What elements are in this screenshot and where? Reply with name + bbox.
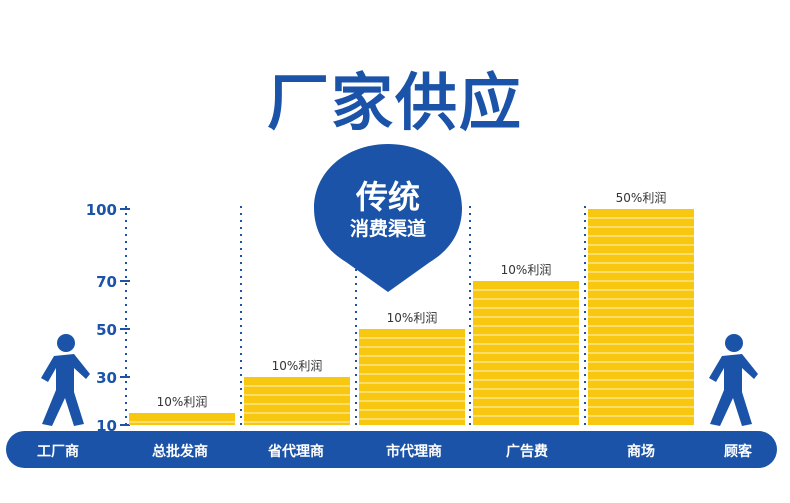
bar-data-label: 10%利润 (272, 359, 323, 373)
band-label: 顾客 (724, 443, 753, 460)
page-title: 厂家供应 (266, 66, 523, 139)
band-label: 市代理商 (386, 443, 442, 460)
bar-data-label: 10%利润 (157, 395, 208, 409)
arrow-label-line2: 消费渠道 (349, 218, 426, 240)
bottom-band (6, 431, 777, 468)
y-tick-label: 30 (96, 369, 117, 387)
bar (129, 413, 235, 425)
bar-data-label: 10%利润 (501, 263, 552, 277)
bar (244, 377, 350, 425)
band-label: 工厂商 (37, 443, 79, 460)
y-tick-label: 70 (96, 273, 117, 291)
bar-data-label: 10%利润 (387, 311, 438, 325)
bar-data-label: 50%利润 (616, 191, 667, 205)
y-tick-label: 100 (86, 201, 117, 219)
y-tick-label: 10 (96, 417, 117, 435)
y-tick-label: 50 (96, 321, 117, 339)
walking-person-icon (41, 334, 90, 426)
band-label: 商场 (627, 443, 655, 460)
band-label: 省代理商 (267, 443, 324, 460)
down-arrow-tip (322, 212, 454, 286)
bar (359, 329, 465, 425)
band-label: 广告费 (506, 443, 548, 460)
walking-person-icon (709, 334, 758, 426)
band-label: 总批发商 (152, 443, 208, 460)
arrow-label-line1: 传统 (355, 178, 420, 216)
